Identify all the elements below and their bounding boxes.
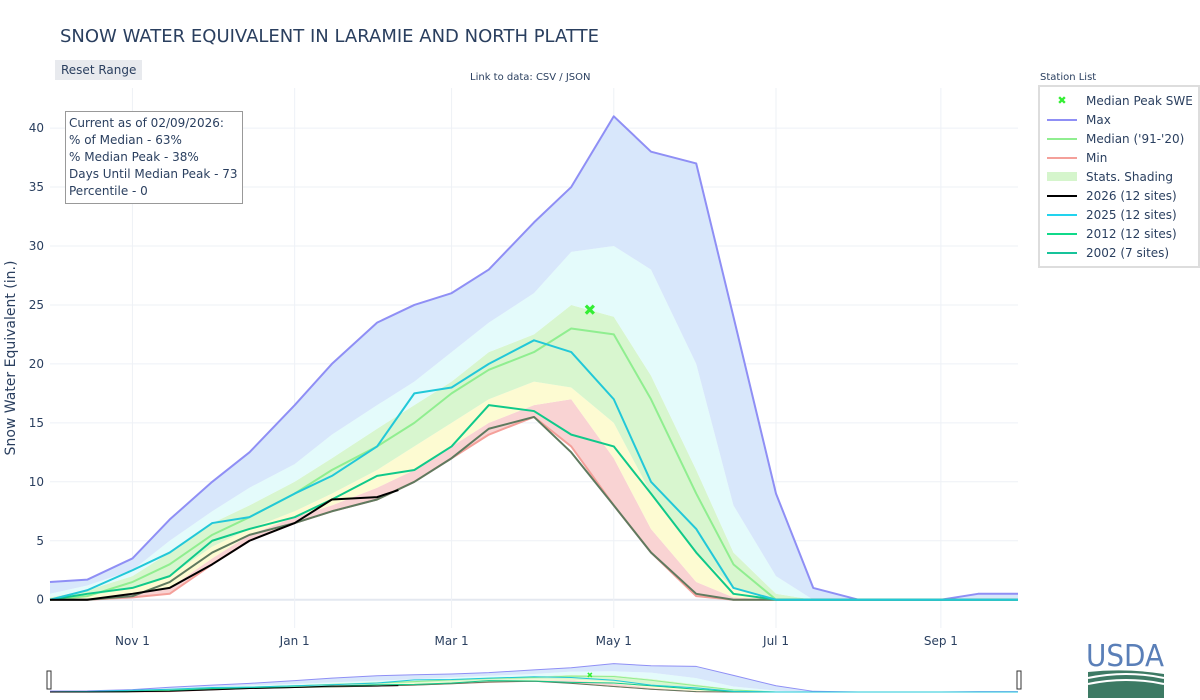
plot-area <box>49 115 1018 601</box>
legend-item[interactable]: Median ('91-'20) <box>1040 129 1198 148</box>
legend-label: 2002 (7 sites) <box>1086 245 1170 260</box>
legend-item[interactable]: 2002 (7 sites) <box>1040 243 1198 262</box>
y-tick-label: 40 <box>29 121 44 135</box>
legend-item[interactable]: Stats. Shading <box>1040 167 1198 186</box>
line-swatch-icon <box>1046 156 1078 159</box>
legend-title: Station List <box>1040 72 1097 83</box>
json-link[interactable]: JSON <box>565 72 591 83</box>
line-swatch-icon <box>1046 118 1078 121</box>
y-tick-label: 35 <box>29 180 44 194</box>
range-slider[interactable] <box>49 663 1018 693</box>
info-line: Days Until Median Peak - 73 <box>69 167 238 181</box>
line-swatch-icon <box>1046 137 1078 140</box>
x-marker-icon <box>587 672 593 678</box>
y-tick-label: 5 <box>36 534 44 548</box>
series-line-2025 <box>49 339 1018 601</box>
mini-median-peak-marker <box>587 672 593 678</box>
page-title: SNOW WATER EQUIVALENT IN LARAMIE AND NOR… <box>60 26 599 47</box>
legend-label: Median ('91-'20) <box>1086 131 1185 146</box>
x-tick-label: Nov 1 <box>115 634 150 648</box>
legend-label: 2025 (12 sites) <box>1086 207 1177 222</box>
legend-item[interactable]: ✖ Median Peak SWE <box>1040 91 1198 110</box>
series-line-2026 <box>50 489 399 601</box>
line-swatch-icon <box>1046 194 1078 197</box>
legend-label: 2012 (12 sites) <box>1086 226 1177 241</box>
x-tick-label: Mar 1 <box>435 634 469 648</box>
link-prefix: Link to data: <box>470 72 536 83</box>
y-tick-label: 25 <box>29 298 44 312</box>
x-tick-label: Jan 1 <box>279 634 310 648</box>
range-handle-left[interactable] <box>46 670 52 690</box>
y-tick-label: 15 <box>29 416 44 430</box>
y-axis-label: Snow Water Equivalent (in.) <box>3 261 19 456</box>
x-tick-label: Jul 1 <box>762 634 789 648</box>
legend-label: Max <box>1086 112 1111 127</box>
y-tick-label: 20 <box>29 357 44 371</box>
range-handle-right[interactable] <box>1016 670 1022 690</box>
svg-text:USDA: USDA <box>1086 640 1164 674</box>
stats-band <box>50 116 1018 600</box>
legend-label: Stats. Shading <box>1086 169 1174 184</box>
data-links: Link to data: CSV / JSON <box>470 72 591 83</box>
stats-band <box>50 304 1018 600</box>
x-marker-icon <box>584 304 595 315</box>
line-swatch-icon <box>1046 232 1078 235</box>
reset-range-button[interactable]: Reset Range <box>55 60 143 80</box>
info-line: Current as of 02/09/2026: <box>69 116 224 130</box>
legend-label: Median Peak SWE <box>1086 93 1193 108</box>
legend-item[interactable]: Min <box>1040 148 1198 167</box>
x-tick-label: Sep 1 <box>924 634 958 648</box>
csv-link[interactable]: CSV <box>535 72 557 83</box>
usda-logo: USDA <box>1086 640 1164 698</box>
link-separator: / <box>556 72 566 83</box>
info-line: Percentile - 0 <box>69 184 148 198</box>
current-stats-box: Current as of 02/09/2026: % of Median - … <box>65 111 243 204</box>
legend-item[interactable]: Max <box>1040 110 1198 129</box>
legend-item[interactable]: 2025 (12 sites) <box>1040 205 1198 224</box>
legend-label: 2026 (12 sites) <box>1086 188 1177 203</box>
median-peak-marker <box>584 304 595 315</box>
line-swatch-icon <box>1046 213 1078 216</box>
legend-label: Min <box>1086 150 1108 165</box>
info-line: % Median Peak - 38% <box>69 150 199 164</box>
shading-swatch-icon <box>1046 172 1078 181</box>
legend-item[interactable]: 2026 (12 sites) <box>1040 186 1198 205</box>
info-line: % of Median - 63% <box>69 133 182 147</box>
legend-item[interactable]: 2012 (12 sites) <box>1040 224 1198 243</box>
y-tick-label: 0 <box>36 593 44 607</box>
x-marker-icon: ✖ <box>1057 94 1067 107</box>
y-tick-label: 30 <box>29 239 44 253</box>
x-tick-label: May 1 <box>596 634 632 648</box>
mini-series-line-2025 <box>49 676 1018 693</box>
line-swatch-icon <box>1046 251 1078 254</box>
legend: ✖ Median Peak SWE Max Median ('91-'20) Min St… <box>1038 85 1200 268</box>
y-tick-label: 10 <box>29 475 44 489</box>
mini-series-line-2026 <box>50 685 399 693</box>
